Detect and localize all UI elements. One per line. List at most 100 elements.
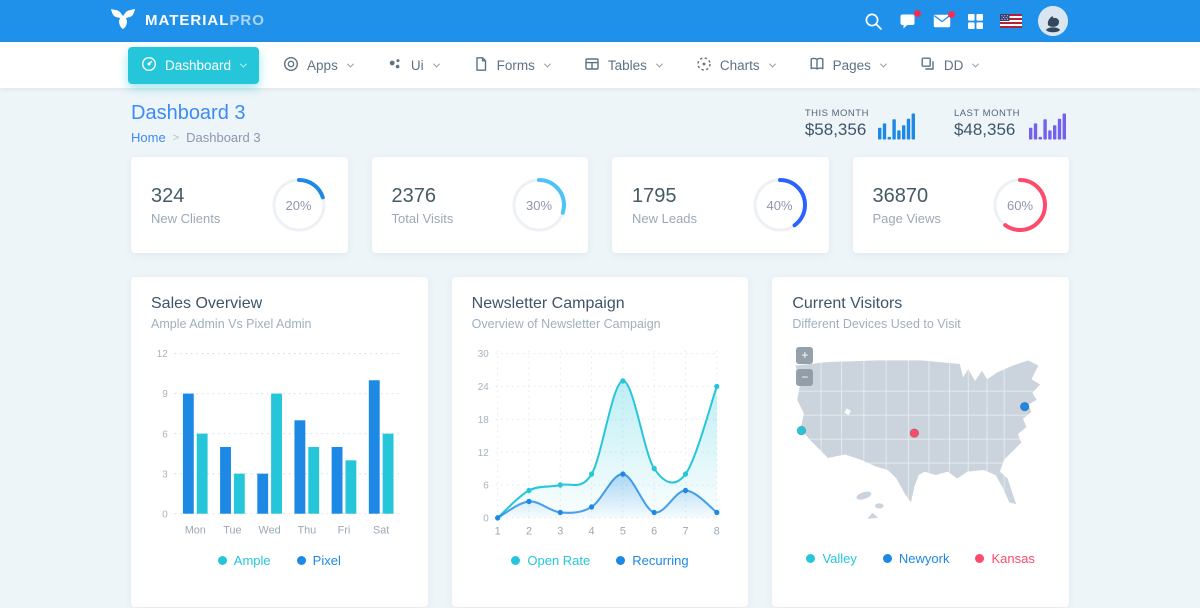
legend-item-newyork[interactable]: Newyork bbox=[882, 551, 949, 566]
main-menubar: Dashboard Apps Ui Forms Tables Charts Pa… bbox=[0, 42, 1200, 88]
mail-icon[interactable] bbox=[933, 11, 955, 28]
svg-text:8: 8 bbox=[713, 525, 719, 537]
this-month-value: $58,356 bbox=[804, 119, 867, 139]
stat-label: New Leads bbox=[632, 210, 698, 226]
nav-label: Pages bbox=[832, 57, 871, 73]
us-flag-icon[interactable] bbox=[1000, 14, 1022, 28]
visitors-legend: Valley Newyork Kansas bbox=[792, 551, 1049, 566]
svg-text:Thu: Thu bbox=[297, 524, 316, 536]
svg-text:3: 3 bbox=[557, 525, 563, 537]
last-month-value: $48,356 bbox=[953, 119, 1016, 139]
legend-label: Ample bbox=[233, 553, 271, 568]
stat-card-total-visits: 2376 Total Visits 30% bbox=[371, 157, 588, 253]
legend-dot bbox=[806, 554, 816, 563]
svg-text:Fri: Fri bbox=[338, 524, 351, 536]
chevron-down-icon bbox=[346, 60, 354, 68]
svg-text:9: 9 bbox=[162, 389, 168, 400]
sales-bar-chart: 0 3 6 9 12 Mon Tue Wed Thu Fri Sat bbox=[157, 349, 400, 537]
last-month-label: LAST MONTH bbox=[953, 107, 1020, 119]
ring-percent: 40% bbox=[766, 197, 793, 213]
legend-item-recurring[interactable]: Recurring bbox=[616, 553, 689, 568]
legend-item-pixel[interactable]: Pixel bbox=[296, 553, 341, 568]
chat-icon[interactable] bbox=[899, 9, 921, 30]
nav-item-charts[interactable]: Charts bbox=[686, 47, 785, 84]
legend-label: Pixel bbox=[312, 553, 341, 568]
nav-item-dashboard[interactable]: Dashboard bbox=[128, 46, 260, 84]
stat-card-new-clients: 324 New Clients 20% bbox=[131, 157, 348, 253]
brand-logo[interactable]: MATERIALPRO bbox=[110, 8, 265, 35]
chevron-down-icon bbox=[972, 60, 980, 68]
legend-dot bbox=[882, 554, 892, 563]
legend-label: Open Rate bbox=[527, 553, 591, 568]
this-month-label: THIS MONTH bbox=[804, 107, 869, 119]
last-month-stat: LAST MONTH $48,356 bbox=[954, 108, 1069, 140]
svg-text:30: 30 bbox=[477, 349, 488, 360]
sales-legend: Ample Pixel bbox=[151, 553, 408, 568]
ring-percent: 60% bbox=[1006, 197, 1034, 213]
brand-text-bold: MATERIAL bbox=[145, 12, 230, 29]
grid-apps-icon[interactable] bbox=[967, 13, 984, 30]
nav-item-ui[interactable]: Ui bbox=[377, 47, 449, 84]
card-title: Sales Overview bbox=[151, 295, 263, 312]
stat-cards-row: 324 New Clients 20% 2376 Total Visits bbox=[131, 157, 1069, 253]
stat-card-page-views: 36870 Page Views 60% bbox=[852, 157, 1069, 253]
progress-ring: 40% bbox=[751, 176, 809, 234]
legend-item-valley[interactable]: Valley bbox=[806, 551, 857, 566]
svg-text:24: 24 bbox=[477, 382, 488, 393]
card-title: Current Visitors bbox=[792, 295, 903, 312]
nav-label: Apps bbox=[307, 57, 338, 73]
chevron-down-icon bbox=[432, 60, 440, 68]
legend-item-ample[interactable]: Ample bbox=[217, 553, 271, 568]
search-icon[interactable] bbox=[864, 12, 883, 31]
svg-text:5: 5 bbox=[620, 525, 626, 537]
map-markers bbox=[796, 401, 1030, 438]
page-title: Dashboard 3 bbox=[131, 102, 246, 124]
nav-label: Dashboard bbox=[165, 57, 232, 73]
charts-row: Sales Overview Ample Admin Vs Pixel Admi… bbox=[131, 277, 1069, 607]
nav-label: Charts bbox=[719, 57, 760, 73]
breadcrumb: Home > Dashboard 3 bbox=[131, 130, 261, 145]
svg-text:6: 6 bbox=[483, 480, 489, 491]
table-icon bbox=[584, 56, 600, 75]
nav-label: Tables bbox=[607, 57, 647, 73]
newsletter-legend: Open Rate Recurring bbox=[472, 553, 729, 568]
ring-percent: 30% bbox=[525, 197, 553, 213]
sales-overview-card: Sales Overview Ample Admin Vs Pixel Admi… bbox=[131, 277, 428, 607]
stat-value: 36870 bbox=[872, 184, 929, 207]
svg-text:2: 2 bbox=[526, 525, 532, 537]
document-icon bbox=[473, 56, 489, 75]
target-circle-icon bbox=[283, 56, 299, 75]
legend-dot bbox=[975, 554, 985, 563]
breadcrumb-separator: > bbox=[172, 131, 180, 144]
svg-text:3: 3 bbox=[162, 469, 168, 480]
map-zoom-in-button[interactable]: + bbox=[796, 347, 814, 364]
nav-item-forms[interactable]: Forms bbox=[463, 47, 560, 84]
nav-item-dd[interactable]: DD bbox=[910, 47, 989, 84]
nav-item-pages[interactable]: Pages bbox=[799, 47, 896, 84]
nav-item-apps[interactable]: Apps bbox=[273, 47, 363, 84]
svg-text:Sat: Sat bbox=[373, 524, 390, 536]
nav-label: DD bbox=[943, 57, 964, 73]
nav-item-tables[interactable]: Tables bbox=[574, 47, 672, 84]
card-subtitle: Overview of Newsletter Campaign bbox=[471, 317, 661, 331]
last-month-minibar-chart bbox=[1029, 113, 1066, 139]
legend-item-kansas[interactable]: Kansas bbox=[975, 551, 1035, 566]
progress-ring: 60% bbox=[991, 176, 1049, 234]
stat-value: 1795 bbox=[632, 184, 677, 207]
topbar-actions bbox=[864, 6, 1068, 36]
legend-label: Valley bbox=[822, 551, 857, 566]
legend-item-open-rate[interactable]: Open Rate bbox=[511, 553, 590, 568]
us-map[interactable] bbox=[792, 345, 1049, 535]
svg-text:1: 1 bbox=[494, 525, 500, 537]
nav-label: Forms bbox=[496, 57, 535, 73]
breadcrumb-home-link[interactable]: Home bbox=[131, 130, 166, 145]
dashed-circle-icon bbox=[696, 56, 712, 75]
chevron-down-icon bbox=[655, 60, 663, 68]
current-visitors-card: Current Visitors Different Devices Used … bbox=[772, 277, 1069, 607]
stat-label: New Clients bbox=[151, 210, 221, 226]
brand-bull-icon bbox=[110, 8, 136, 35]
map-zoom-out-button[interactable]: − bbox=[796, 369, 814, 386]
user-avatar[interactable] bbox=[1038, 6, 1068, 36]
month-stats: THIS MONTH $58,356 LAST MONTH $48,356 bbox=[805, 108, 1069, 140]
